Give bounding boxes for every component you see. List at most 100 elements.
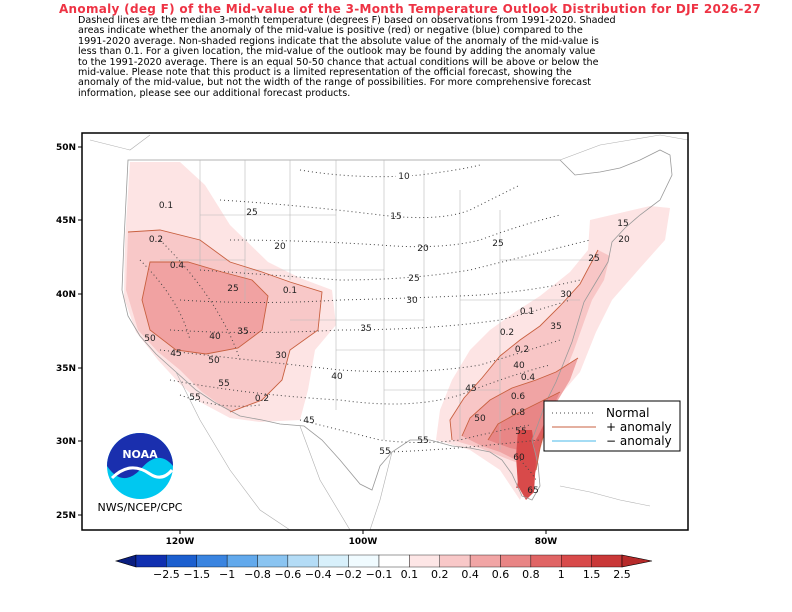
state-lines: [160, 160, 600, 450]
colorbar-swatch: [318, 554, 349, 568]
anomaly-label: 0.1: [159, 201, 173, 211]
lat-label: 45N: [56, 216, 76, 226]
legend-normal-label: Normal: [606, 406, 649, 420]
median-label: 35: [360, 324, 371, 334]
lat-label: 25N: [56, 511, 76, 521]
anomaly-label: 0.2: [255, 394, 269, 404]
lat-label: 35N: [56, 364, 76, 374]
median-label: 20: [417, 244, 429, 254]
median-label: 65: [527, 486, 538, 496]
colorbar-label: 0.6: [492, 568, 510, 581]
east-anomaly-0.6: [488, 392, 560, 452]
median-label: 50: [144, 334, 156, 344]
colorbar-swatch: [500, 554, 532, 568]
lon-label: 80W: [535, 537, 558, 547]
median-label: 40: [331, 372, 343, 382]
median-label: 20: [618, 235, 630, 245]
colorbar-swatch: [469, 554, 501, 568]
colorbar-label: 0.8: [522, 568, 540, 581]
colorbar-swatch: [409, 554, 440, 568]
median-label: 60: [513, 453, 525, 463]
median-label: 55: [189, 393, 200, 403]
colorbar-swatch: [135, 554, 167, 568]
median-label: 30: [406, 296, 418, 306]
colorbar-label: −0.8: [244, 568, 271, 581]
florida-anomaly: [516, 430, 536, 500]
colorbar-swatch: [530, 554, 562, 568]
lat-label: 30N: [56, 437, 76, 447]
canada-coast: [89, 134, 688, 161]
noaa-logo: NOAA: [107, 433, 174, 499]
lat-label: 50N: [56, 143, 76, 153]
anomaly-contours: [127, 229, 599, 471]
map-title: Anomaly (deg F) of the Mid-value of the …: [58, 2, 762, 16]
median-label: 45: [465, 384, 476, 394]
anomaly-label: 0.2: [149, 235, 163, 245]
map-legend: Normal + anomaly − anomaly: [543, 400, 681, 452]
colorbar-swatch: [561, 554, 592, 568]
median-label: 30: [275, 351, 287, 361]
median-label: 20: [274, 242, 286, 252]
median-contours: [139, 164, 591, 481]
colorbar-swatch: [378, 554, 410, 568]
colorbar-label: −0.4: [305, 568, 332, 581]
colorbar-label: 1: [558, 568, 565, 581]
anomaly-label: 0.1: [283, 286, 297, 296]
median-label: 40: [209, 332, 221, 342]
anomaly-label: 0.4: [521, 373, 536, 383]
median-label: 55: [379, 447, 390, 457]
median-label: 45: [170, 349, 181, 359]
colorbar-swatch: [226, 554, 258, 568]
description-line: Dashed lines are the median 3-month temp…: [78, 15, 616, 26]
west-anomaly-0.4: [142, 262, 268, 354]
legend-plus-label: + anomaly: [606, 420, 672, 434]
median-label: 25: [227, 284, 238, 294]
colorbar-swatch: [287, 554, 319, 568]
colorbar-swatch: [257, 554, 289, 568]
description-line: areas indicate whether the anomaly of th…: [78, 25, 583, 37]
median-label: 55: [417, 436, 428, 446]
colorbar-label: 0.2: [431, 568, 449, 581]
median-label: 50: [208, 356, 220, 366]
colorbar-swatch: [166, 554, 197, 568]
colorbar-swatch: [591, 554, 623, 568]
colorbar-label: 0.4: [461, 568, 479, 581]
median-label: 45: [303, 416, 314, 426]
median-label: 55: [515, 427, 526, 437]
median-labels: 10 15 15 20 20 20 25 25 25 25 25 30 30 3…: [144, 170, 630, 496]
description-line: to the 1991-2020 average. There is an eq…: [78, 56, 599, 68]
median-label: 35: [237, 327, 248, 337]
colorbar-label: −0.6: [275, 568, 302, 581]
anomaly-label: 0.1: [520, 307, 534, 317]
colorbar-label: 0.1: [401, 568, 419, 581]
colorbar-label: −1: [219, 568, 235, 581]
median-label: 50: [474, 414, 486, 424]
logo-caption: NWS/NCEP/CPC: [98, 501, 183, 514]
description-line: 1991-2020 average. Non-shaded regions in…: [78, 35, 599, 47]
anomaly-labels: 0.1 0.1 0.1 0.2 0.2 0.2 0.2 0.4 0.4 0.6 …: [149, 201, 536, 418]
description-line: anomaly of the mid-value, but not the wi…: [78, 77, 591, 89]
colorbar-swatch: [439, 554, 471, 568]
median-label: 25: [246, 208, 257, 218]
lon-axis: 120W 100W 80W: [166, 530, 558, 547]
description-line: less than 0.1. For a given location, the…: [78, 46, 596, 58]
anomaly-label: 0.2: [500, 328, 514, 338]
lat-label: 40N: [56, 290, 76, 300]
colorbar-swatch: [196, 554, 228, 568]
median-label: 30: [560, 290, 572, 300]
median-label: 25: [588, 254, 599, 264]
colorbar-arrow-right: [621, 554, 653, 568]
colorbar-label: −0.2: [335, 568, 362, 581]
colorbar-label: −1.5: [183, 568, 210, 581]
median-label: 15: [617, 219, 628, 229]
us-outline: [121, 149, 673, 501]
median-label: 10: [398, 172, 410, 182]
median-label: 40: [513, 361, 525, 371]
colorbar-label: −0.1: [366, 568, 393, 581]
anomaly-label: 0.6: [511, 392, 526, 402]
colorbar-label: 1.5: [583, 568, 601, 581]
lat-axis: 50N 45N 40N 35N 30N 25N: [56, 143, 82, 521]
anomaly-label: 0.4: [170, 261, 185, 271]
median-label: 15: [390, 212, 401, 222]
